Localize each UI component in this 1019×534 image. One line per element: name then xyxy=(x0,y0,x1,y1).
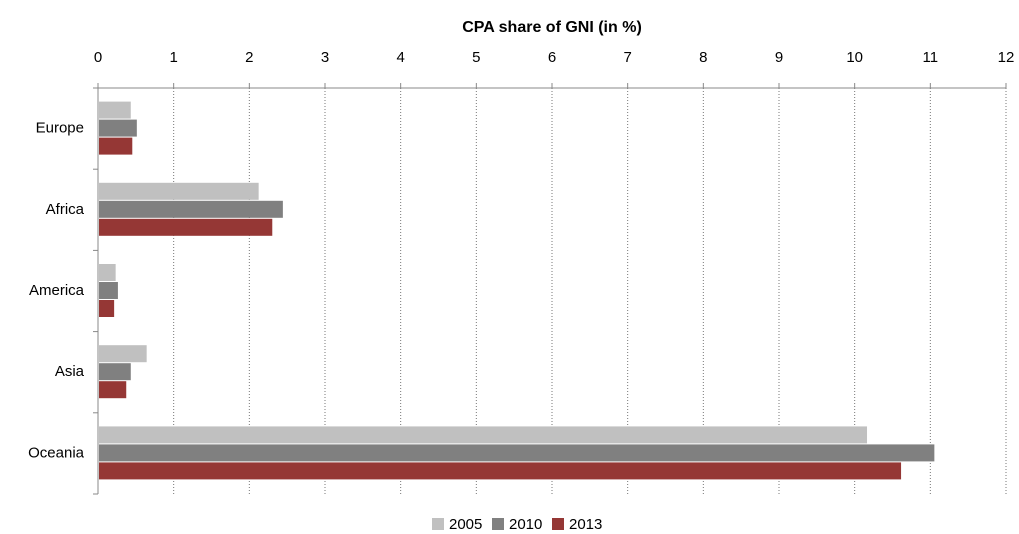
legend-label: 2013 xyxy=(569,516,602,533)
bar xyxy=(99,182,259,200)
x-tick-label: 11 xyxy=(923,49,939,66)
x-tick-label: 6 xyxy=(548,49,556,66)
bar xyxy=(99,264,116,281)
bar xyxy=(99,101,131,119)
x-tick-label: 4 xyxy=(396,49,404,66)
bar xyxy=(99,444,935,462)
x-tick-label: 8 xyxy=(699,49,707,66)
y-tick-label: Oceania xyxy=(28,444,85,461)
x-tick-label: 10 xyxy=(846,49,863,66)
bar xyxy=(99,137,133,155)
x-tick-label: 5 xyxy=(472,49,480,66)
y-tick-label: Europe xyxy=(36,120,84,137)
bar xyxy=(99,381,127,399)
legend-swatch xyxy=(432,518,444,530)
bar xyxy=(99,300,115,317)
y-tick-label: Africa xyxy=(46,201,85,218)
x-tick-label: 1 xyxy=(169,49,177,66)
y-tick-label: America xyxy=(29,282,85,299)
bar xyxy=(99,462,902,480)
bar xyxy=(99,119,137,137)
bar xyxy=(99,363,131,381)
x-tick-label: 7 xyxy=(623,49,631,66)
bar xyxy=(99,426,868,444)
bar xyxy=(99,345,147,363)
x-tick-label: 12 xyxy=(998,49,1015,66)
x-tick-label: 3 xyxy=(321,49,329,66)
x-tick-label: 0 xyxy=(94,49,102,66)
legend-label: 2010 xyxy=(509,516,542,533)
bar xyxy=(99,282,118,299)
chart-title: CPA share of GNI (in %) xyxy=(462,19,642,36)
legend-swatch xyxy=(492,518,504,530)
x-tick-label: 9 xyxy=(775,49,783,66)
x-tick-label: 2 xyxy=(245,49,253,66)
bar xyxy=(99,218,273,236)
y-tick-label: Asia xyxy=(55,363,85,380)
legend-swatch xyxy=(552,518,564,530)
bar xyxy=(99,200,283,218)
legend-label: 2005 xyxy=(449,516,482,533)
